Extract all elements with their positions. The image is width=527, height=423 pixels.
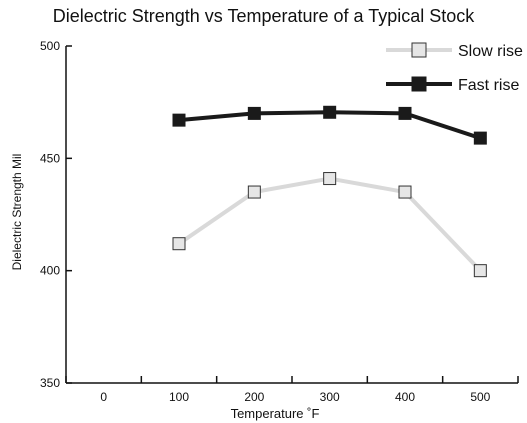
axes: 350 400 450 500 0 100 200 300 400 500 <box>40 39 519 404</box>
data-point-slow-rise <box>172 237 186 251</box>
x-tick-label: 0 <box>100 390 107 404</box>
x-axis-label: Temperature ˚F <box>230 406 320 421</box>
series-layer <box>172 105 487 278</box>
x-tick-label: 500 <box>470 390 490 404</box>
legend-label: Fast rise <box>458 77 519 94</box>
data-point-slow-rise <box>473 264 487 278</box>
y-tick-label: 450 <box>40 151 60 165</box>
x-tick-label: 300 <box>320 390 340 404</box>
legend-label: Slow rise <box>458 43 523 60</box>
data-point-slow-rise <box>323 172 337 186</box>
data-point-slow-rise <box>398 185 412 199</box>
legend-marker <box>411 76 427 92</box>
y-tick-label: 400 <box>40 264 60 278</box>
data-point-fast-rise <box>473 131 487 145</box>
chart-title: Dielectric Strength vs Temperature of a … <box>52 6 475 26</box>
data-point-fast-rise <box>398 106 412 120</box>
x-tick-label: 100 <box>169 390 189 404</box>
series-line-slow-rise <box>177 176 482 273</box>
y-tick-label: 500 <box>40 39 60 53</box>
data-point-slow-rise <box>247 185 261 199</box>
legend: Slow rise Fast rise <box>386 42 523 94</box>
data-point-fast-rise <box>323 105 337 119</box>
data-point-fast-rise <box>172 113 186 127</box>
legend-marker <box>411 42 427 58</box>
x-tick-label: 200 <box>244 390 264 404</box>
data-point-fast-rise <box>247 106 261 120</box>
x-tick-label: 400 <box>395 390 415 404</box>
y-tick-label: 350 <box>40 376 60 390</box>
